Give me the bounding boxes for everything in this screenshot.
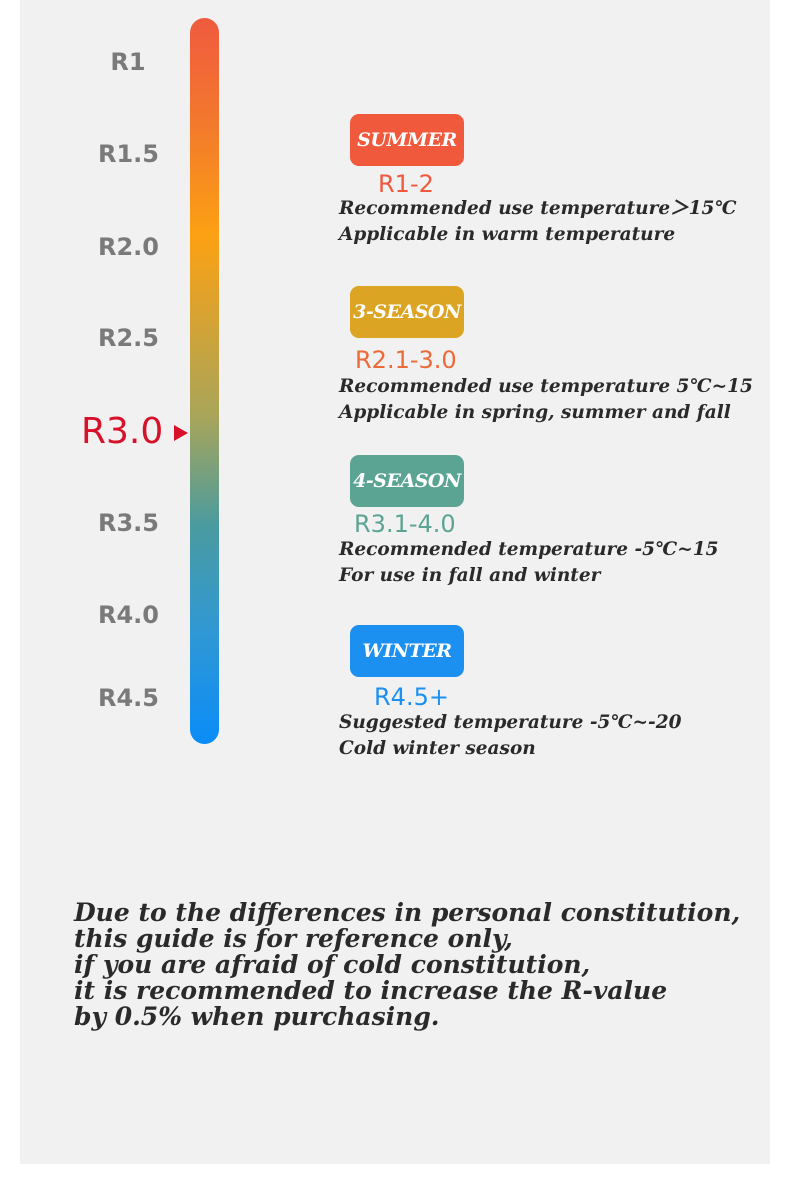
description-4-season-line2: For use in fall and winter	[339, 565, 601, 586]
description-winter-line2: Cold winter season	[339, 738, 536, 759]
season-badge-3-season: 3-SEASON	[350, 286, 464, 338]
tick-r2-0: R2.0	[98, 233, 159, 261]
description-summer-line1: Recommended use temperature＞15℃	[339, 198, 737, 219]
description-3-season-line2: Applicable in spring, summer and fall	[339, 402, 731, 423]
note-line: this guide is for reference only,	[74, 924, 513, 953]
season-badge-summer: SUMMER	[350, 114, 464, 166]
note-line: if you are afraid of cold constitution,	[74, 950, 591, 979]
description-summer-line2: Applicable in warm temperature	[339, 224, 676, 245]
range-4-season: R3.1-4.0	[354, 510, 456, 538]
description-winter-line1: Suggested temperature -5℃~-20	[339, 712, 682, 733]
description-3-season-line1: Recommended use temperature 5℃~15	[339, 376, 753, 397]
tick-r4-5: R4.5	[98, 684, 159, 712]
disclaimer-note: Due to the differences in personal const…	[74, 900, 740, 1030]
range-3-season: R2.1-3.0	[355, 346, 457, 374]
current-r-value: R3.0	[81, 411, 164, 452]
tick-r2-5: R2.5	[98, 324, 159, 352]
description-4-season-line1: Recommended temperature -5℃~15	[339, 539, 719, 560]
tick-r1-5: R1.5	[98, 140, 159, 168]
tick-r4-0: R4.0	[98, 601, 159, 629]
range-summer: R1-2	[378, 170, 434, 198]
season-badge-4-season: 4-SEASON	[350, 455, 464, 507]
note-line: it is recommended to increase the R-valu…	[74, 976, 668, 1005]
tick-r1: R1	[110, 48, 146, 76]
background-panel	[20, 0, 770, 1164]
tick-r3-5: R3.5	[98, 509, 159, 537]
r-value-gradient-bar	[190, 18, 219, 744]
season-badge-winter: WINTER	[350, 625, 464, 677]
range-winter: R4.5+	[374, 683, 449, 711]
note-line: by 0.5% when purchasing.	[74, 1002, 440, 1031]
note-line: Due to the differences in personal const…	[74, 898, 741, 927]
pointer-triangle-icon	[174, 425, 188, 441]
